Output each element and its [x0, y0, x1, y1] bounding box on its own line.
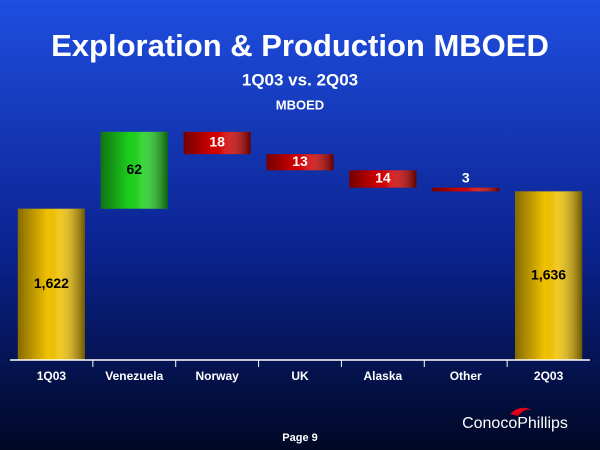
x-tick-label: 1Q03	[37, 369, 67, 383]
bar-shade	[349, 170, 417, 188]
plot: 1,622 1Q03 62 Venezuela 18 Norway 13 UK 14 Alaska…	[10, 131, 590, 383]
logo-swoosh	[510, 407, 532, 416]
value-label: 18	[209, 134, 225, 150]
y-axis-label: MBOED	[276, 97, 324, 112]
value-label: 1,636	[531, 266, 566, 282]
x-tick-label: 2Q03	[534, 369, 564, 383]
bar-shade	[100, 131, 168, 209]
bar-shade	[432, 187, 500, 192]
value-label: 14	[375, 170, 391, 186]
x-tick-label: Norway	[195, 369, 239, 383]
x-tick-label: UK	[291, 369, 309, 383]
x-tick-label: Other	[450, 369, 482, 383]
value-label: 1,622	[34, 275, 69, 291]
x-tick-label: Alaska	[364, 369, 403, 383]
value-label: 13	[292, 153, 308, 169]
logo: ConocoPhillips	[462, 415, 568, 432]
bar-shade	[515, 191, 583, 360]
bar-shade	[266, 154, 334, 171]
chart-subtitle: 1Q03 vs. 2Q03	[242, 70, 358, 89]
bar-shade	[17, 208, 85, 360]
value-label: 3	[462, 169, 470, 185]
chart-title: Exploration & Production MBOED	[51, 28, 549, 63]
x-tick-label: Venezuela	[105, 369, 163, 383]
footer: Page 9	[282, 432, 317, 444]
bar-shade	[183, 131, 251, 155]
value-label: 62	[126, 161, 142, 177]
